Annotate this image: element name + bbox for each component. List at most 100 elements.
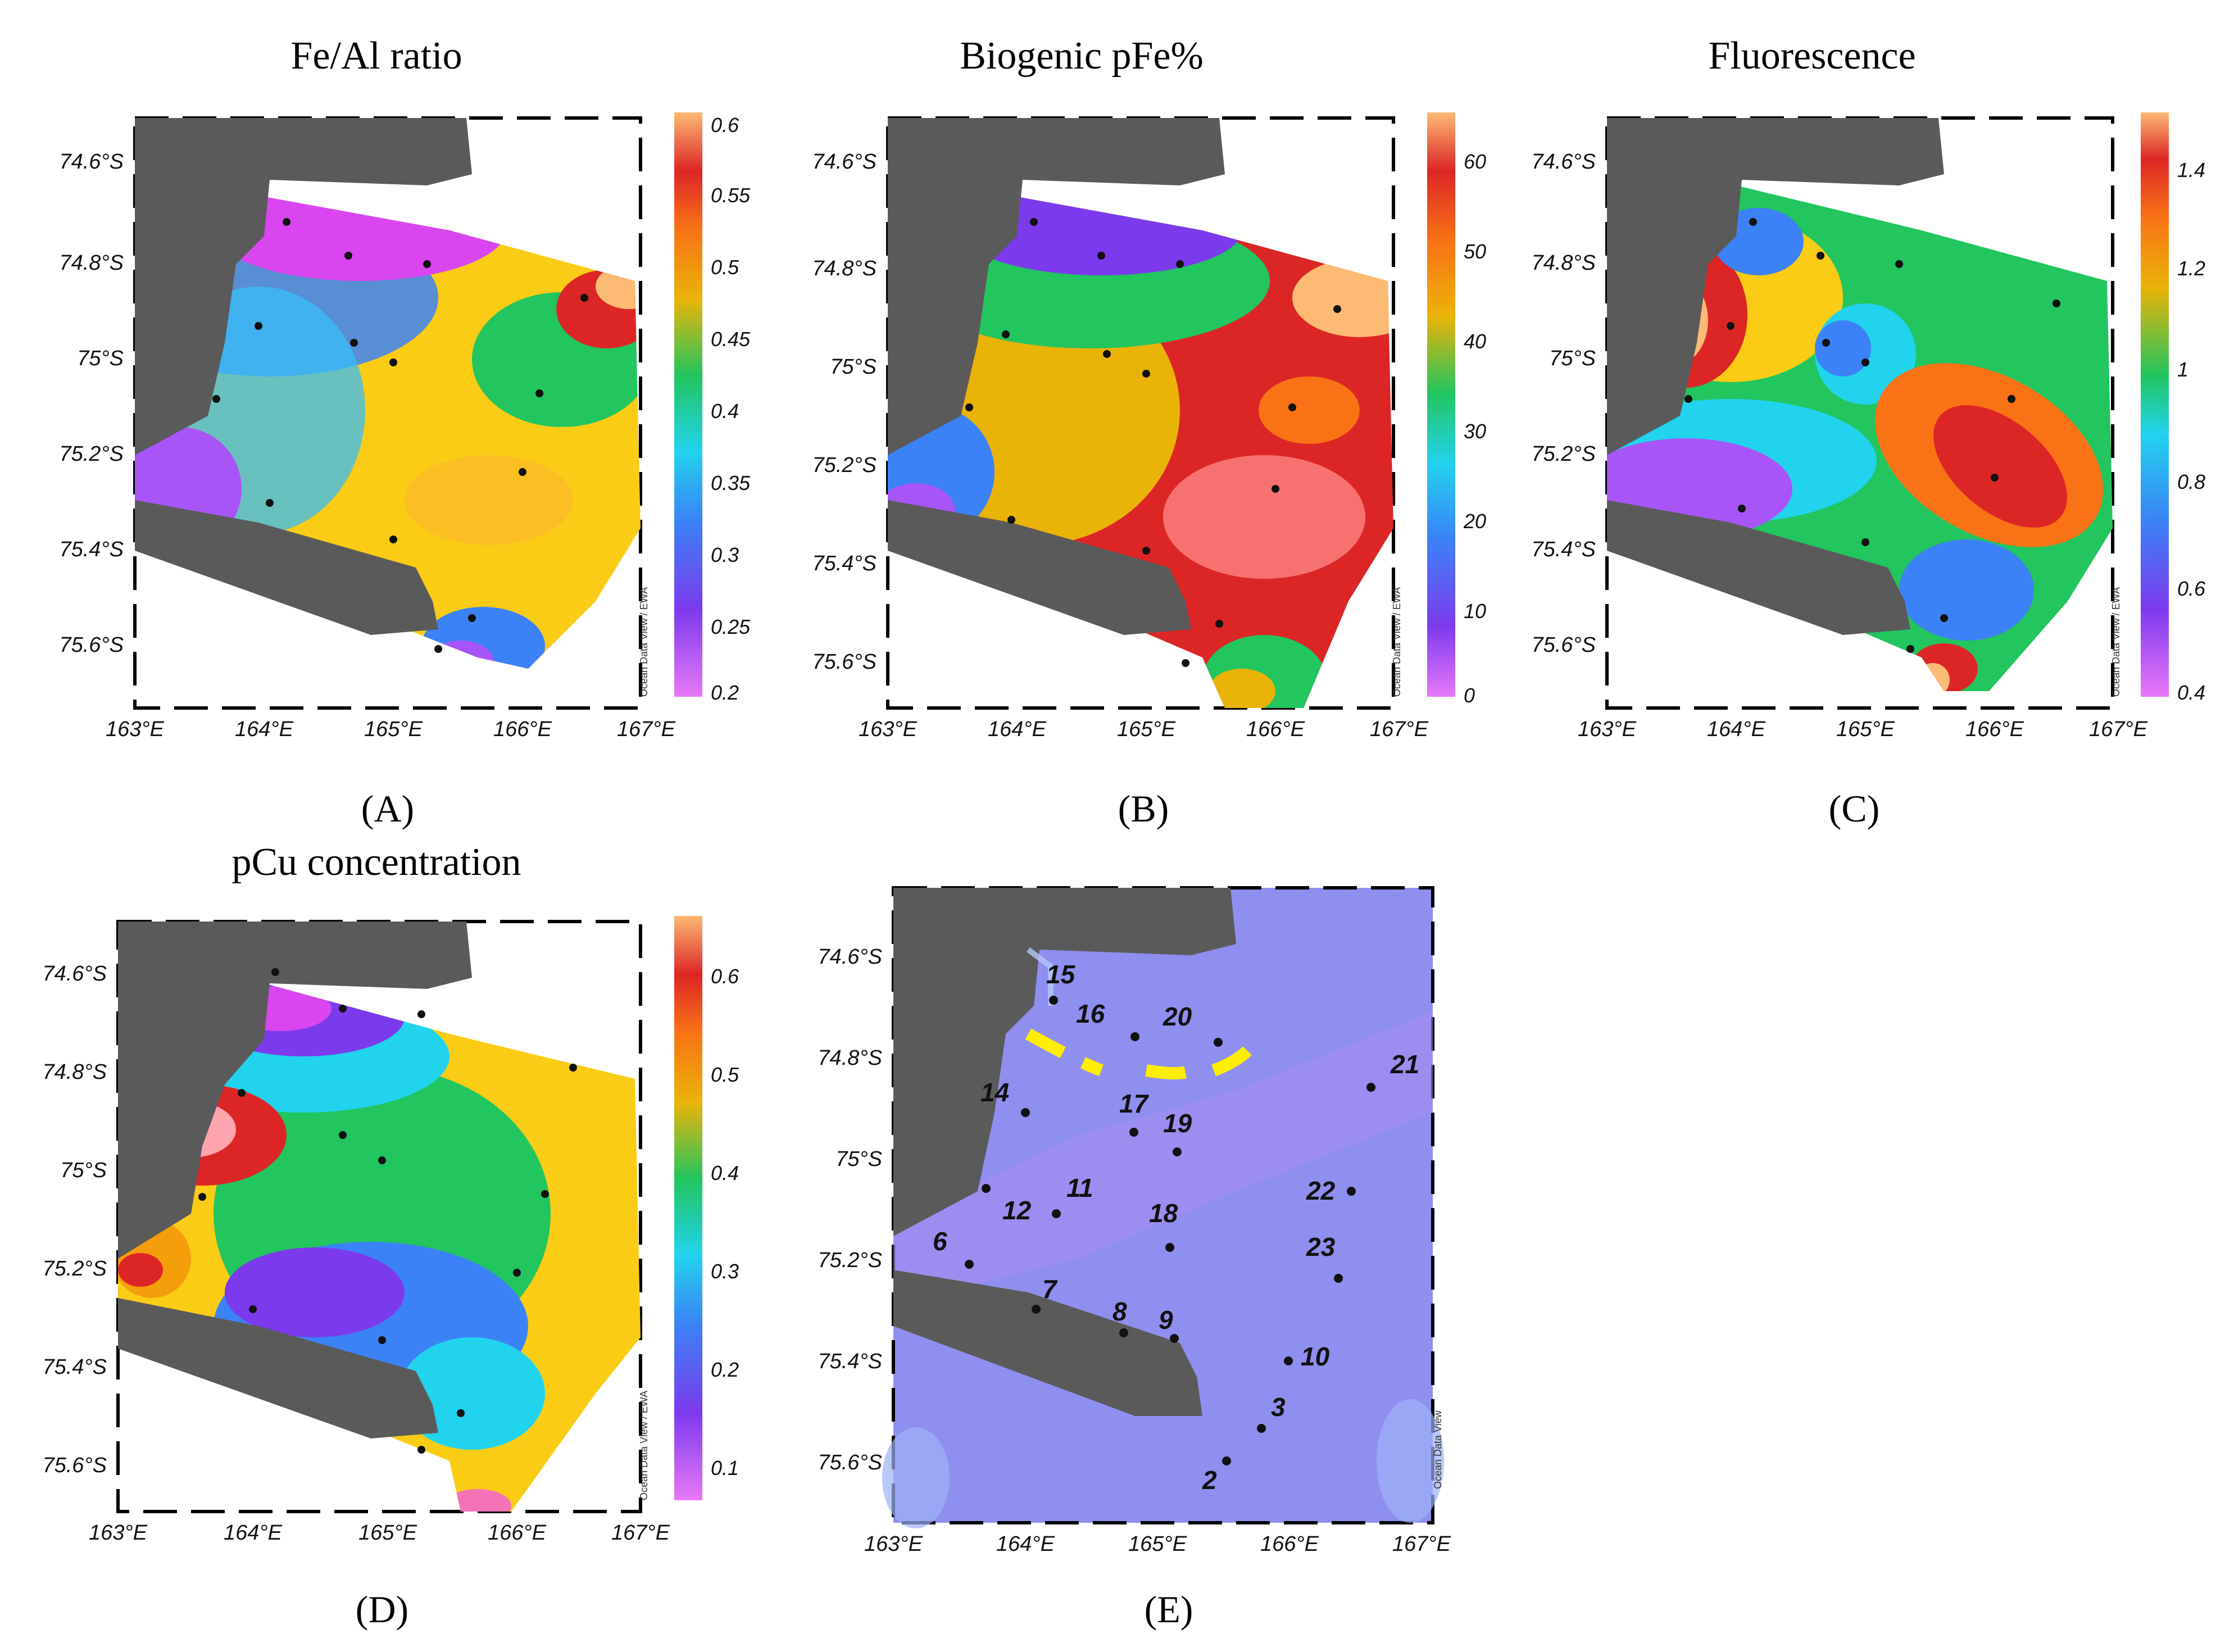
- lat-label: 75.6°S: [818, 1451, 882, 1474]
- colorbar-tick: 20: [1463, 510, 1486, 533]
- panel-c-label: (C): [1828, 787, 1880, 830]
- panel-d-title: pCu concentration: [231, 841, 521, 884]
- panel-a-title: Fe/Al ratio: [290, 34, 462, 78]
- colorbar-c: [2141, 112, 2169, 697]
- lon-label: 166°E: [488, 1521, 547, 1545]
- lon-label: 166°E: [1260, 1532, 1319, 1556]
- watermark-odv-d: Ocean Data View / EWA: [638, 1391, 650, 1500]
- lat-label: 74.6°S: [812, 150, 877, 174]
- lat-label: 75.4°S: [59, 538, 124, 561]
- lat-label: 74.8°S: [812, 257, 877, 280]
- colorbar-tick: 0.1: [711, 1456, 739, 1479]
- lon-label: 165°E: [364, 718, 423, 741]
- lat-label: 75°S: [830, 355, 877, 379]
- station-label: 23: [1306, 1232, 1336, 1261]
- lon-label: 163°E: [89, 1521, 148, 1545]
- lon-label: 165°E: [1128, 1532, 1187, 1556]
- lat-label: 74.6°S: [42, 962, 107, 986]
- station-label: 20: [1163, 1002, 1192, 1031]
- lat-label: 75.4°S: [812, 552, 877, 575]
- colorbar-tick: 0.6: [2177, 577, 2206, 600]
- colorbar-tick: 0.2: [711, 1358, 739, 1381]
- colorbar-tick: 1.4: [2177, 158, 2205, 181]
- colorbar-tick: 30: [1464, 420, 1486, 443]
- colorbar-b: [1427, 112, 1455, 697]
- dashed-front-line: [1025, 1028, 1252, 1079]
- station-label: 17: [1119, 1089, 1150, 1118]
- station-label: 7: [1042, 1274, 1058, 1304]
- station-label: 9: [1159, 1305, 1173, 1335]
- station-label: 22: [1306, 1176, 1336, 1205]
- lat-label: 75°S: [836, 1147, 882, 1171]
- colorbar-tick: 0.25: [711, 615, 751, 638]
- lat-label: 75.4°S: [42, 1355, 107, 1379]
- panel-d-label: (D): [355, 1588, 409, 1631]
- panel-b-label: (B): [1118, 787, 1169, 830]
- lon-label: 163°E: [864, 1532, 923, 1556]
- lat-label: 75.2°S: [818, 1249, 882, 1272]
- colorbar-tick: 0.6: [711, 965, 739, 988]
- colorbar-tick: 0: [1464, 684, 1475, 707]
- station-label: 14: [980, 1078, 1009, 1107]
- station-label: 21: [1390, 1050, 1419, 1079]
- colorbar-tick: 0.5: [711, 1063, 739, 1086]
- lat-label: 75.6°S: [59, 633, 124, 657]
- colorbar-tick: 1: [2177, 358, 2188, 381]
- colorbar-tick: 0.55: [711, 184, 751, 207]
- lon-label: 166°E: [1246, 718, 1305, 741]
- lat-label: 75°S: [1549, 347, 1596, 370]
- colorbar-tick: 0.3: [711, 543, 739, 566]
- lat-label: 74.8°S: [1531, 251, 1596, 275]
- panel-e-station-map: 15 16 20 21 14 17 19 11 12 22 18 23 6 7 …: [818, 886, 1451, 1556]
- watermark-odv-b: Ocean Data View / EWA: [1391, 587, 1402, 697]
- lon-label: 164°E: [996, 1532, 1055, 1556]
- colorbar-tick: 60: [1464, 150, 1486, 173]
- station-label: 2: [1202, 1465, 1217, 1495]
- panel-a-label: (A): [361, 787, 415, 830]
- lon-label: 165°E: [1836, 718, 1895, 741]
- panel-c-map: Ocean Data View / EWA 74.6°S 74.8°S 75°S…: [1531, 112, 2206, 741]
- panel-b-map: Ocean Data View / EWA 74.6°S 74.8°S 75°S…: [812, 112, 1486, 741]
- lon-label: 165°E: [358, 1521, 417, 1545]
- lon-label: 163°E: [1578, 718, 1637, 741]
- lon-label: 167°E: [1370, 718, 1429, 741]
- colorbar-tick: 0.5: [711, 256, 739, 279]
- station-label: 10: [1301, 1342, 1330, 1371]
- colorbar-a: [674, 112, 702, 697]
- lat-label: 74.6°S: [1531, 150, 1596, 174]
- colorbar-tick: 0.8: [2177, 470, 2205, 493]
- lat-label: 74.6°S: [59, 150, 124, 174]
- lon-label: 164°E: [235, 718, 294, 741]
- colorbar-d: [674, 916, 702, 1500]
- lon-label: 166°E: [493, 718, 552, 741]
- colorbar-tick: 10: [1464, 600, 1486, 623]
- station-label: 18: [1149, 1199, 1178, 1228]
- lat-label: 75.4°S: [818, 1350, 882, 1373]
- lat-label: 75.2°S: [812, 453, 877, 477]
- station-label: 3: [1271, 1392, 1286, 1422]
- colorbar-tick: 0.3: [711, 1260, 739, 1283]
- station-label: 12: [1002, 1196, 1032, 1225]
- lat-label: 75.6°S: [42, 1454, 107, 1477]
- colorbar-tick: 40: [1464, 330, 1486, 353]
- colorbar-tick: 50: [1464, 240, 1486, 263]
- lon-label: 165°E: [1117, 718, 1176, 741]
- lat-label: 75.2°S: [59, 442, 124, 466]
- panel-a-map: Ocean Data View / EWA 74.6°S 74.8°S 75°S…: [59, 112, 751, 741]
- lon-label: 164°E: [1707, 718, 1766, 741]
- station-label: 6: [933, 1227, 947, 1256]
- lat-label: 75.6°S: [812, 650, 877, 674]
- colorbar-tick: 0.35: [711, 471, 751, 494]
- lon-label: 163°E: [859, 718, 918, 741]
- watermark-odv-e: Ocean Data View: [1432, 1410, 1443, 1489]
- colorbar-tick: 0.4: [711, 400, 739, 423]
- lat-label: 75.2°S: [42, 1257, 107, 1281]
- station-label: 16: [1076, 999, 1105, 1028]
- lat-label: 75°S: [60, 1159, 107, 1182]
- lon-label: 164°E: [224, 1521, 283, 1545]
- station-label: 19: [1163, 1109, 1192, 1138]
- lon-label: 167°E: [611, 1521, 670, 1545]
- lat-label: 74.8°S: [59, 251, 124, 275]
- lon-label: 166°E: [1965, 718, 2024, 741]
- station-label: 11: [1066, 1173, 1093, 1202]
